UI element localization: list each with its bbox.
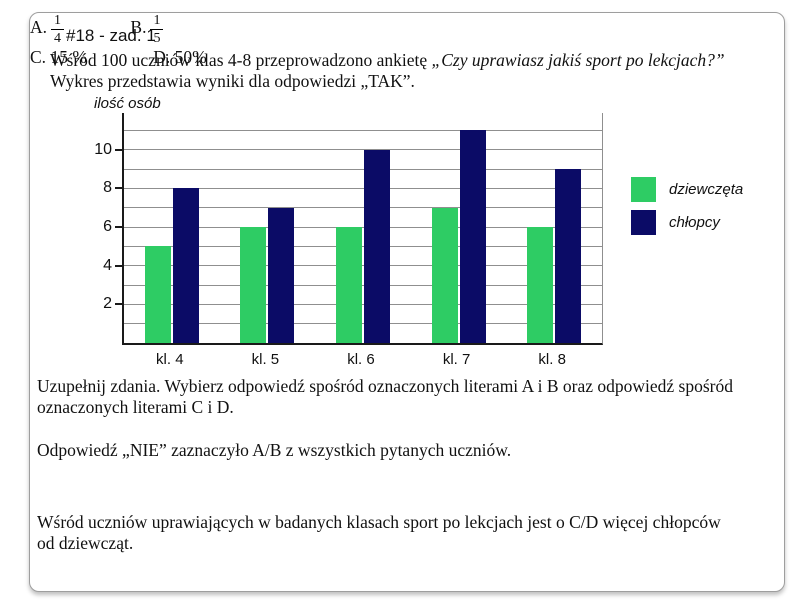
gridline <box>124 226 602 228</box>
y-tick-label: 8 <box>103 179 112 197</box>
x-tick-label: kl. 4 <box>156 351 184 368</box>
gridline <box>124 245 602 247</box>
gridline <box>124 265 602 267</box>
plot-area: 2 4 6 8 10 <box>94 113 603 345</box>
y-tick-mark <box>115 187 122 190</box>
intro-question-italic: „Czy uprawiasz jakiś sport po lekcjach?” <box>431 50 725 70</box>
x-tick-label: kl. 6 <box>347 351 375 368</box>
instruction-line-1: Uzupełnij zdania. Wybierz odpowiedź spoś… <box>37 376 734 396</box>
bar-group <box>411 130 507 343</box>
question-2-line-2: od dziewcząt. <box>37 533 134 553</box>
intro-line-1-regular: Wśród 100 uczniów klas 4-8 przeprowadzon… <box>50 50 432 70</box>
option-c-value: 15 % <box>50 46 87 67</box>
y-tick-mark <box>115 303 122 306</box>
question-2-line-1: Wśród uczniów uprawiających w badanych k… <box>37 512 721 532</box>
intro-paragraph: Wśród 100 uczniów klas 4-8 przeprowadzon… <box>50 50 725 92</box>
legend-label: dziewczęta <box>669 181 744 198</box>
option-b: B. 1 5 <box>130 13 164 46</box>
option-b-denominator: 5 <box>153 31 161 47</box>
y-tick-label: 10 <box>94 140 112 158</box>
bar-group <box>506 169 602 343</box>
option-b-numerator: 1 <box>150 13 164 31</box>
gridline <box>124 129 602 131</box>
bar-girls <box>335 227 362 343</box>
x-tick-label: kl. 5 <box>251 351 280 368</box>
instruction-paragraph: Uzupełnij zdania. Wybierz odpowiedź spoś… <box>37 376 733 418</box>
gridline <box>124 168 602 170</box>
option-c: C. 15 % <box>30 47 87 67</box>
y-tick-label: 6 <box>103 218 112 236</box>
x-tick-label: kl. 8 <box>538 351 566 368</box>
bar-girls <box>240 227 267 343</box>
page-title: #18 - zad. 1 <box>66 26 156 45</box>
bar-girls <box>527 227 554 343</box>
bar-boys <box>555 169 582 343</box>
bar-group <box>220 207 316 343</box>
question-2-text: Wśród uczniów uprawiających w badanych k… <box>37 512 721 554</box>
option-d: D. 50% <box>153 47 206 67</box>
y-tick-mark <box>115 264 122 267</box>
y-tick-label: 2 <box>103 295 112 313</box>
x-tick-label: kl. 7 <box>442 351 471 368</box>
x-axis-labels: kl. 4 kl. 5 kl. 6 kl. 7 kl. 8 <box>122 351 600 368</box>
gridline <box>124 207 602 209</box>
chart-legend: dziewczęta chłopcy <box>631 177 743 235</box>
bar-group <box>124 188 220 343</box>
gridline <box>124 303 602 305</box>
bar-girls <box>144 246 171 343</box>
gridline <box>124 187 602 189</box>
legend-item-girls: dziewczęta <box>631 177 743 202</box>
gridline <box>124 284 602 286</box>
bar-boys <box>172 188 199 343</box>
legend-swatch <box>631 177 656 202</box>
option-b-label: B. <box>130 17 147 38</box>
bar-groups <box>124 113 602 343</box>
question-1-options: A. 1 4 B. 1 5 <box>30 13 784 47</box>
intro-line-1: Wśród 100 uczniów klas 4-8 przeprowadzon… <box>50 50 725 71</box>
bar-boys <box>268 207 295 343</box>
bar-boys <box>459 130 486 343</box>
intro-line-2: Wykres przedstawia wyniki dla odpowiedzi… <box>50 71 415 91</box>
option-a-numerator: 1 <box>51 13 65 31</box>
legend-label: chłopcy <box>669 214 720 231</box>
bar-girls <box>431 207 458 343</box>
option-d-label: D. <box>153 46 171 67</box>
worksheet-card: #18 - zad. 1 Wśród 100 uczniów klas 4-8 … <box>29 12 785 592</box>
option-a-denominator: 4 <box>54 31 62 47</box>
option-d-value: 50% <box>174 46 207 67</box>
y-tick-mark <box>115 226 122 229</box>
question-2-options: C. 15 % D. 50% <box>30 47 784 68</box>
instruction-line-2: oznaczonych literami C i D. <box>37 397 234 417</box>
legend-item-boys: chłopcy <box>631 210 743 235</box>
option-a: A. 1 4 <box>30 13 65 46</box>
y-tick-mark <box>115 148 122 151</box>
bar-group <box>315 149 411 343</box>
option-a-label: A. <box>30 17 48 38</box>
question-1-text: Odpowiedź „NIE” zaznaczyło A/B z wszystk… <box>37 440 512 460</box>
gridline <box>124 149 602 151</box>
bar-boys <box>363 149 390 343</box>
option-c-label: C. <box>30 46 47 67</box>
gridline <box>124 323 602 325</box>
y-axis-label: ilość osób <box>94 95 161 112</box>
y-tick-label: 4 <box>103 256 112 274</box>
legend-swatch <box>631 210 656 235</box>
